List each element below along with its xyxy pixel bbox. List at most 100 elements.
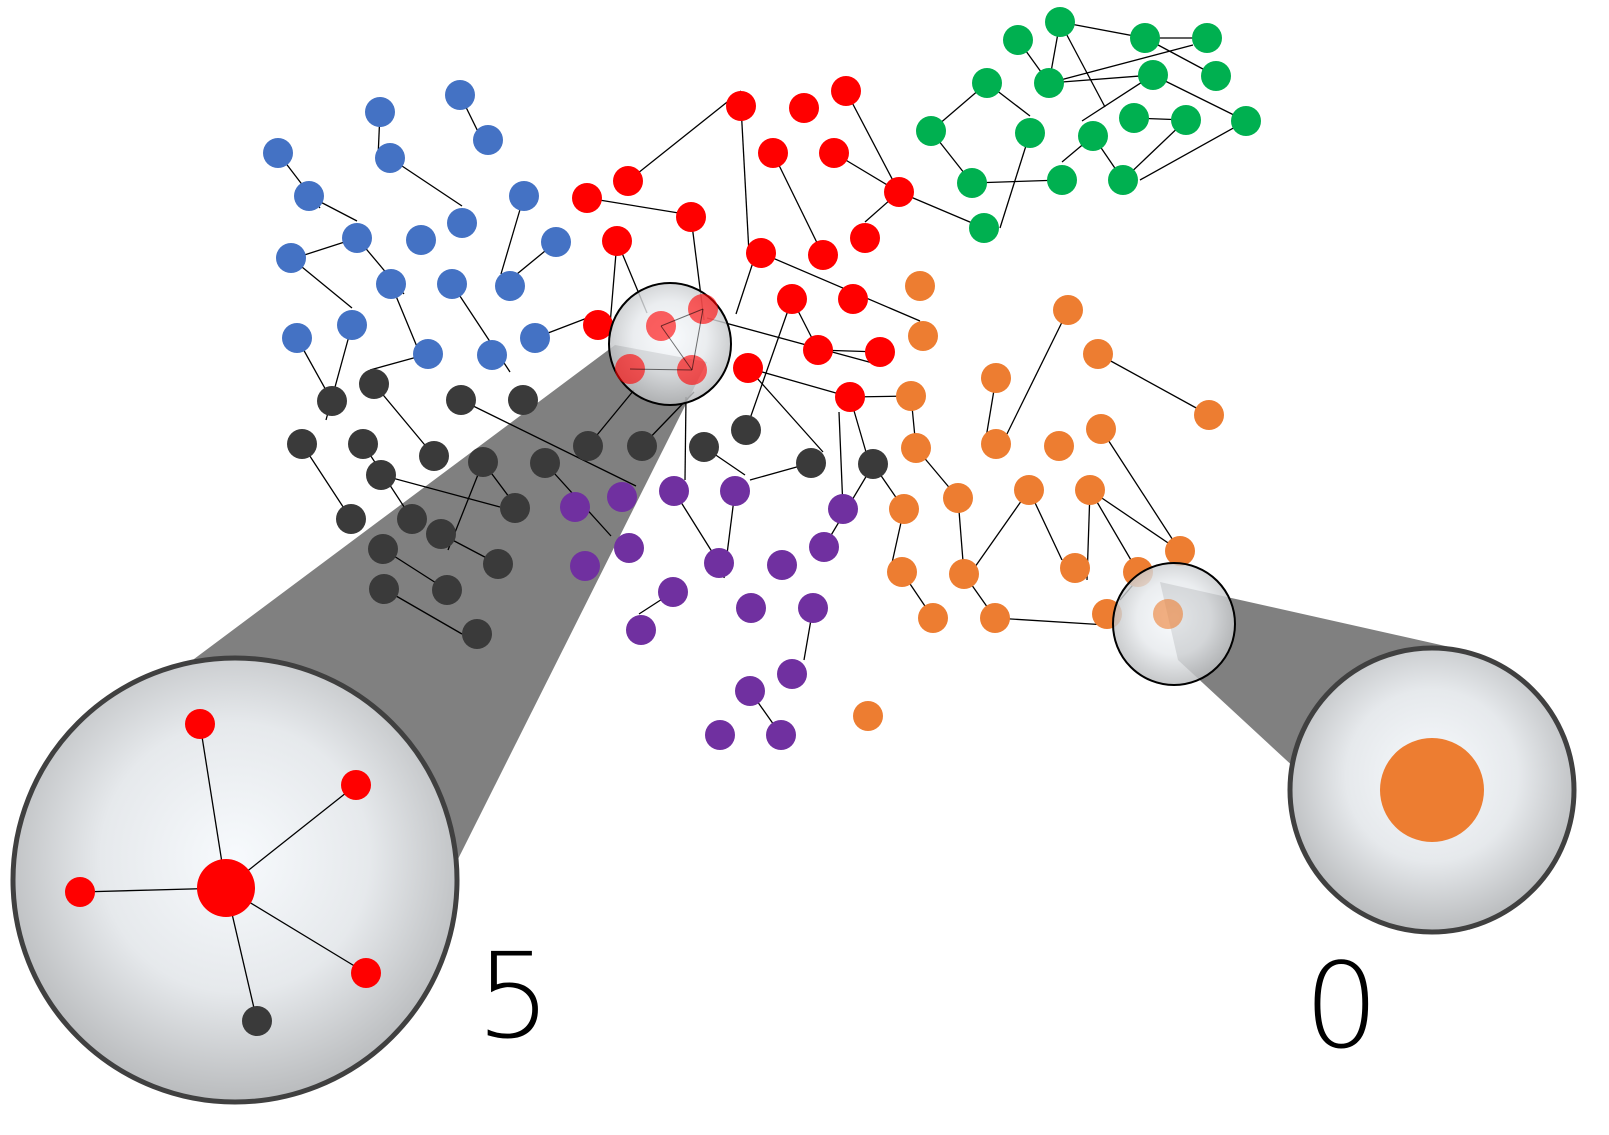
graph-edge (1097, 353, 1210, 416)
red-node (726, 91, 756, 121)
orange-node (896, 381, 926, 411)
red-node (777, 284, 807, 314)
black-node (336, 504, 366, 534)
blue-node (437, 269, 467, 299)
black-node (366, 460, 396, 490)
graph-edge (747, 367, 824, 453)
black-node (731, 415, 761, 445)
blue-node (447, 208, 477, 238)
orange-node (908, 321, 938, 351)
black-node (462, 619, 492, 649)
blue-node (376, 269, 406, 299)
graph-edge (740, 105, 750, 254)
orange-node (1086, 414, 1116, 444)
graph-edge (898, 191, 985, 229)
red-node (758, 138, 788, 168)
blue-node (473, 125, 503, 155)
graph-edge (969, 489, 1030, 575)
orange-node (887, 557, 917, 587)
green-node (1130, 23, 1160, 53)
black-node (359, 369, 389, 399)
purple-node (659, 476, 689, 506)
red-node (850, 223, 880, 253)
blue-node (477, 340, 507, 370)
orange-node (1165, 536, 1195, 566)
red-node (789, 93, 819, 123)
orange-node (901, 433, 931, 463)
neighbor-node (185, 709, 215, 739)
purple-node (720, 476, 750, 506)
red-node (831, 76, 861, 106)
graph-edge (1089, 489, 1139, 573)
black-node (483, 549, 513, 579)
black-node (508, 385, 538, 415)
hub-node (197, 859, 255, 917)
neighbor-node (341, 770, 371, 800)
red-node (572, 183, 602, 213)
red-node (583, 310, 613, 340)
green-node (972, 68, 1002, 98)
black-node (573, 431, 603, 461)
graph-nodes (263, 7, 1261, 750)
red-node (865, 337, 895, 367)
neighbor-node (65, 877, 95, 907)
graph-edge (1100, 428, 1181, 552)
blue-node (495, 271, 525, 301)
graph-edge (627, 90, 742, 182)
purple-node (766, 720, 796, 750)
orange-node (853, 701, 883, 731)
green-node (1078, 121, 1108, 151)
black-node (500, 493, 530, 523)
green-node (1003, 25, 1033, 55)
orange-node (980, 603, 1010, 633)
red-node (808, 240, 838, 270)
orange-node (1044, 431, 1074, 461)
black-node (317, 386, 347, 416)
green-node (1192, 23, 1222, 53)
blue-node (413, 339, 443, 369)
purple-node (735, 676, 765, 706)
blue-node (509, 181, 539, 211)
red-node (746, 238, 776, 268)
graph-edge (994, 617, 1108, 626)
purple-node (607, 482, 637, 512)
blue-node (406, 225, 436, 255)
purple-node (704, 548, 734, 578)
graph-edge (772, 152, 824, 256)
red-node (613, 166, 643, 196)
purple-node (809, 532, 839, 562)
blue-node (337, 310, 367, 340)
purple-node (736, 593, 766, 623)
orange-node (981, 429, 1011, 459)
orange-node (1083, 339, 1113, 369)
graph-edge (1059, 21, 1106, 108)
black-node (397, 504, 427, 534)
orange-node (981, 363, 1011, 393)
purple-node (777, 659, 807, 689)
blue-node (375, 143, 405, 173)
red-node (838, 284, 868, 314)
green-node (1108, 165, 1138, 195)
green-node (1047, 165, 1077, 195)
orange-node (1194, 400, 1224, 430)
green-node (1231, 106, 1261, 136)
black-node (348, 429, 378, 459)
black-node (689, 432, 719, 462)
neighbor-node (242, 1006, 272, 1036)
black-node (858, 449, 888, 479)
purple-node (798, 593, 828, 623)
black-node (468, 447, 498, 477)
graph-edge (845, 90, 900, 193)
blue-node (445, 80, 475, 110)
green-node (1201, 61, 1231, 91)
blue-node (541, 227, 571, 257)
purple-node (767, 550, 797, 580)
orange-node (949, 559, 979, 589)
red-node (733, 353, 763, 383)
graph-edge (691, 308, 704, 371)
orange-node-in-lens (1153, 599, 1183, 629)
green-node (916, 116, 946, 146)
neighbor-node (351, 958, 381, 988)
orange-node (1014, 475, 1044, 505)
orange-node (1053, 295, 1083, 325)
